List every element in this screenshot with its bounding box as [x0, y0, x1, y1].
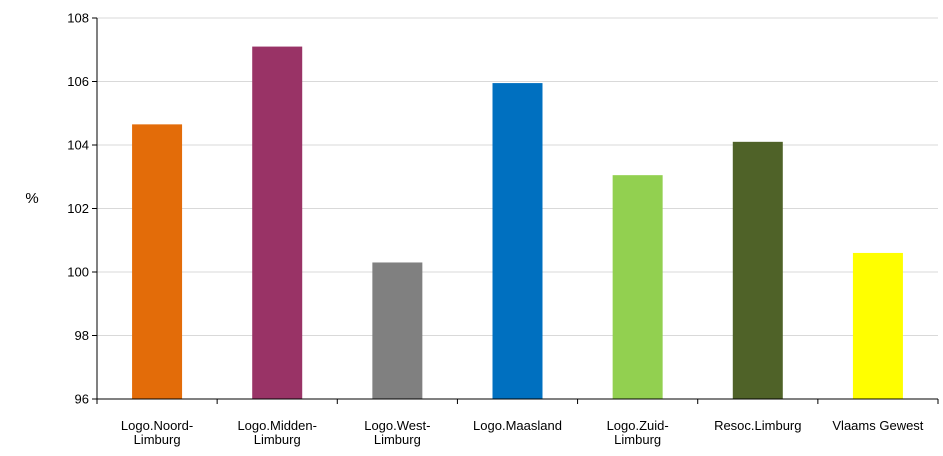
bar	[132, 124, 183, 400]
x-tick-label: Logo.Noord-	[121, 418, 193, 433]
x-tick-label: Vlaams Gewest	[832, 418, 923, 433]
x-tick-label: Limburg	[134, 432, 181, 447]
y-tick-label: 100	[67, 265, 89, 280]
bar	[732, 141, 783, 399]
y-tick-label: 106	[67, 74, 89, 89]
tick-labels: 9698100102104106108Logo.Noord-LimburgLog…	[67, 11, 924, 448]
x-tick-label: Limburg	[374, 432, 421, 447]
y-tick-label: 98	[75, 328, 89, 343]
x-tick-label: Limburg	[254, 432, 301, 447]
y-tick-label: 104	[67, 138, 89, 153]
bar	[852, 252, 903, 399]
bar	[492, 83, 543, 400]
y-tick-label: 108	[67, 11, 89, 26]
bars	[132, 46, 903, 400]
bar	[612, 175, 663, 399]
axes	[92, 17, 939, 404]
y-axis-label: %	[25, 190, 38, 207]
y-tick-label: 96	[75, 392, 89, 407]
bar	[372, 262, 423, 399]
x-tick-label: Logo.Maasland	[473, 418, 562, 433]
x-tick-label: Limburg	[614, 432, 661, 447]
x-tick-label: Resoc.Limburg	[714, 418, 801, 433]
bar	[252, 46, 303, 399]
y-tick-label: 102	[67, 201, 89, 216]
x-tick-label: Logo.Midden-	[237, 418, 317, 433]
x-tick-label: Logo.West-	[364, 418, 430, 433]
x-tick-label: Logo.Zuid-	[607, 418, 669, 433]
